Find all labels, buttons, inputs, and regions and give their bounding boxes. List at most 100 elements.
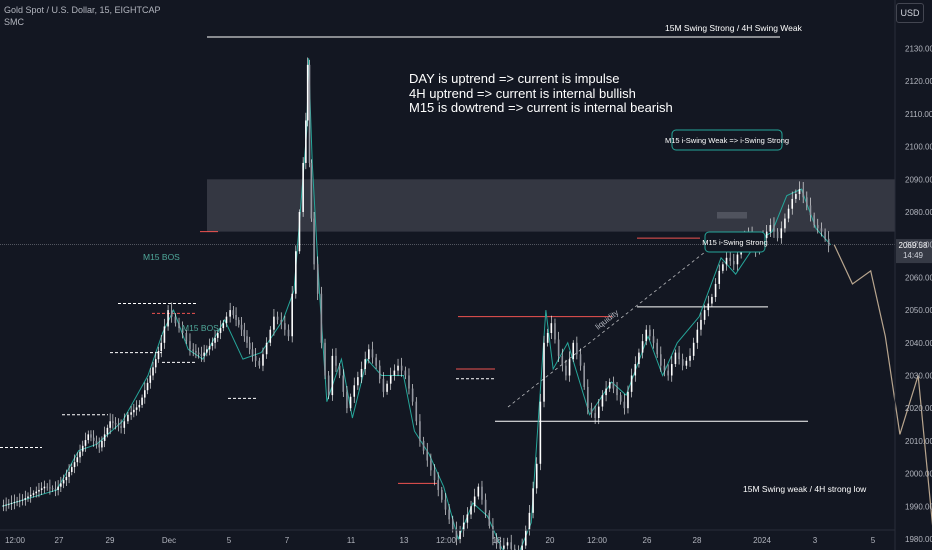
candle-body — [605, 388, 607, 396]
candle-body — [181, 328, 184, 333]
candle-body — [400, 365, 403, 371]
candle-body — [284, 323, 286, 330]
candle-body — [225, 316, 228, 324]
time-tick-label: 18 — [493, 536, 502, 545]
candle-body — [302, 162, 304, 212]
price-tick-label: 2110.00 — [905, 110, 932, 119]
bos-label-upper: M15 BOS — [143, 252, 180, 262]
candle-body — [163, 326, 166, 343]
candle-body — [404, 370, 407, 376]
candle-body — [324, 342, 326, 376]
candle-body — [535, 463, 538, 489]
candle-body — [663, 365, 666, 371]
candle-body — [76, 457, 79, 463]
candle-body — [784, 218, 786, 229]
candle-body — [521, 545, 523, 550]
candle-body — [135, 407, 138, 410]
candle-body — [71, 467, 73, 472]
candle-body — [197, 352, 200, 355]
candle-body — [441, 489, 443, 500]
candle-body — [346, 391, 348, 409]
candle-body — [114, 422, 117, 425]
candle-body — [681, 359, 684, 366]
candle-body — [503, 545, 505, 549]
candle-body — [824, 231, 826, 239]
price-axis: 1980.00 1990.00 2000.00 2010.00 2020.00 2030.… — [894, 0, 932, 550]
time-tick-label: Dec — [162, 536, 176, 545]
candle-body — [813, 215, 815, 226]
price-tick-label: 2100.00 — [905, 143, 932, 152]
price-tick-label: 2030.00 — [905, 372, 932, 381]
candle-body — [87, 434, 90, 441]
candle-body — [382, 378, 385, 392]
candle-body — [795, 194, 797, 199]
candle-body — [652, 336, 655, 343]
time-tick-label: 13 — [400, 536, 409, 545]
candle-body — [389, 375, 392, 384]
candle-body — [736, 254, 739, 265]
candle-body — [707, 303, 710, 311]
candle-body — [305, 120, 307, 163]
candle-body — [57, 486, 59, 490]
candle-body — [419, 421, 421, 441]
price-tick-label: 2040.00 — [905, 339, 932, 348]
candle-body — [510, 542, 512, 549]
candle-body — [703, 310, 706, 320]
candle-body — [645, 329, 648, 342]
candle-body — [112, 421, 114, 423]
candle-body — [280, 319, 283, 324]
candle-body — [178, 323, 180, 329]
candle-body — [51, 488, 54, 490]
price-tick-label: 2050.00 — [905, 306, 932, 315]
candle-body — [612, 382, 615, 389]
candle-body — [692, 342, 695, 356]
candle-body — [5, 504, 7, 506]
price-tick-label: 2060.00 — [905, 273, 932, 282]
candle-body — [791, 198, 794, 209]
candle-body — [641, 341, 644, 353]
candle-body — [10, 503, 13, 504]
candle-body — [152, 367, 154, 376]
candle-body — [368, 349, 370, 360]
candle-body — [451, 519, 454, 530]
candle-body — [787, 208, 790, 219]
candle-body — [619, 395, 622, 402]
candle-body — [240, 324, 243, 330]
candle-body — [572, 342, 575, 360]
candle-body — [561, 355, 564, 366]
candle-body — [674, 352, 677, 365]
candle-body — [448, 509, 450, 520]
candle-body — [73, 462, 76, 468]
projection-path — [833, 244, 932, 526]
candle-body — [364, 359, 366, 369]
liquidity-label: liquidity — [594, 308, 621, 332]
candle-body — [587, 386, 589, 409]
candle-body — [160, 342, 163, 351]
candle-body — [327, 375, 330, 396]
candle-body — [378, 365, 381, 379]
candle-body — [422, 440, 425, 451]
minor-zone — [717, 212, 747, 219]
candle-body — [214, 337, 216, 343]
price-tag-bg — [896, 239, 932, 264]
currency-button[interactable]: USD — [896, 3, 924, 23]
candle-body — [579, 354, 582, 366]
candle-body — [470, 506, 472, 515]
candle-body — [308, 64, 311, 163]
time-axis: 12:00 27 29 Dec 5 7 11 13 12:00 18 20 12:00 26 28 2024… — [0, 529, 895, 545]
price-tick-label: 1980.00 — [905, 535, 932, 544]
candle-body — [287, 329, 290, 337]
swing-structure-line — [1, 58, 831, 550]
price-tick-label: 2000.00 — [905, 470, 932, 479]
candle-body — [462, 522, 465, 531]
candle-body — [331, 355, 334, 396]
candle-body — [138, 404, 141, 408]
candle-body — [557, 339, 560, 356]
candle-body — [338, 365, 341, 376]
candle-body — [141, 397, 143, 405]
candle-body — [258, 360, 261, 366]
time-tick-label: 5 — [871, 536, 876, 545]
candle-body — [313, 218, 315, 265]
time-tick-label: 27 — [55, 536, 64, 545]
